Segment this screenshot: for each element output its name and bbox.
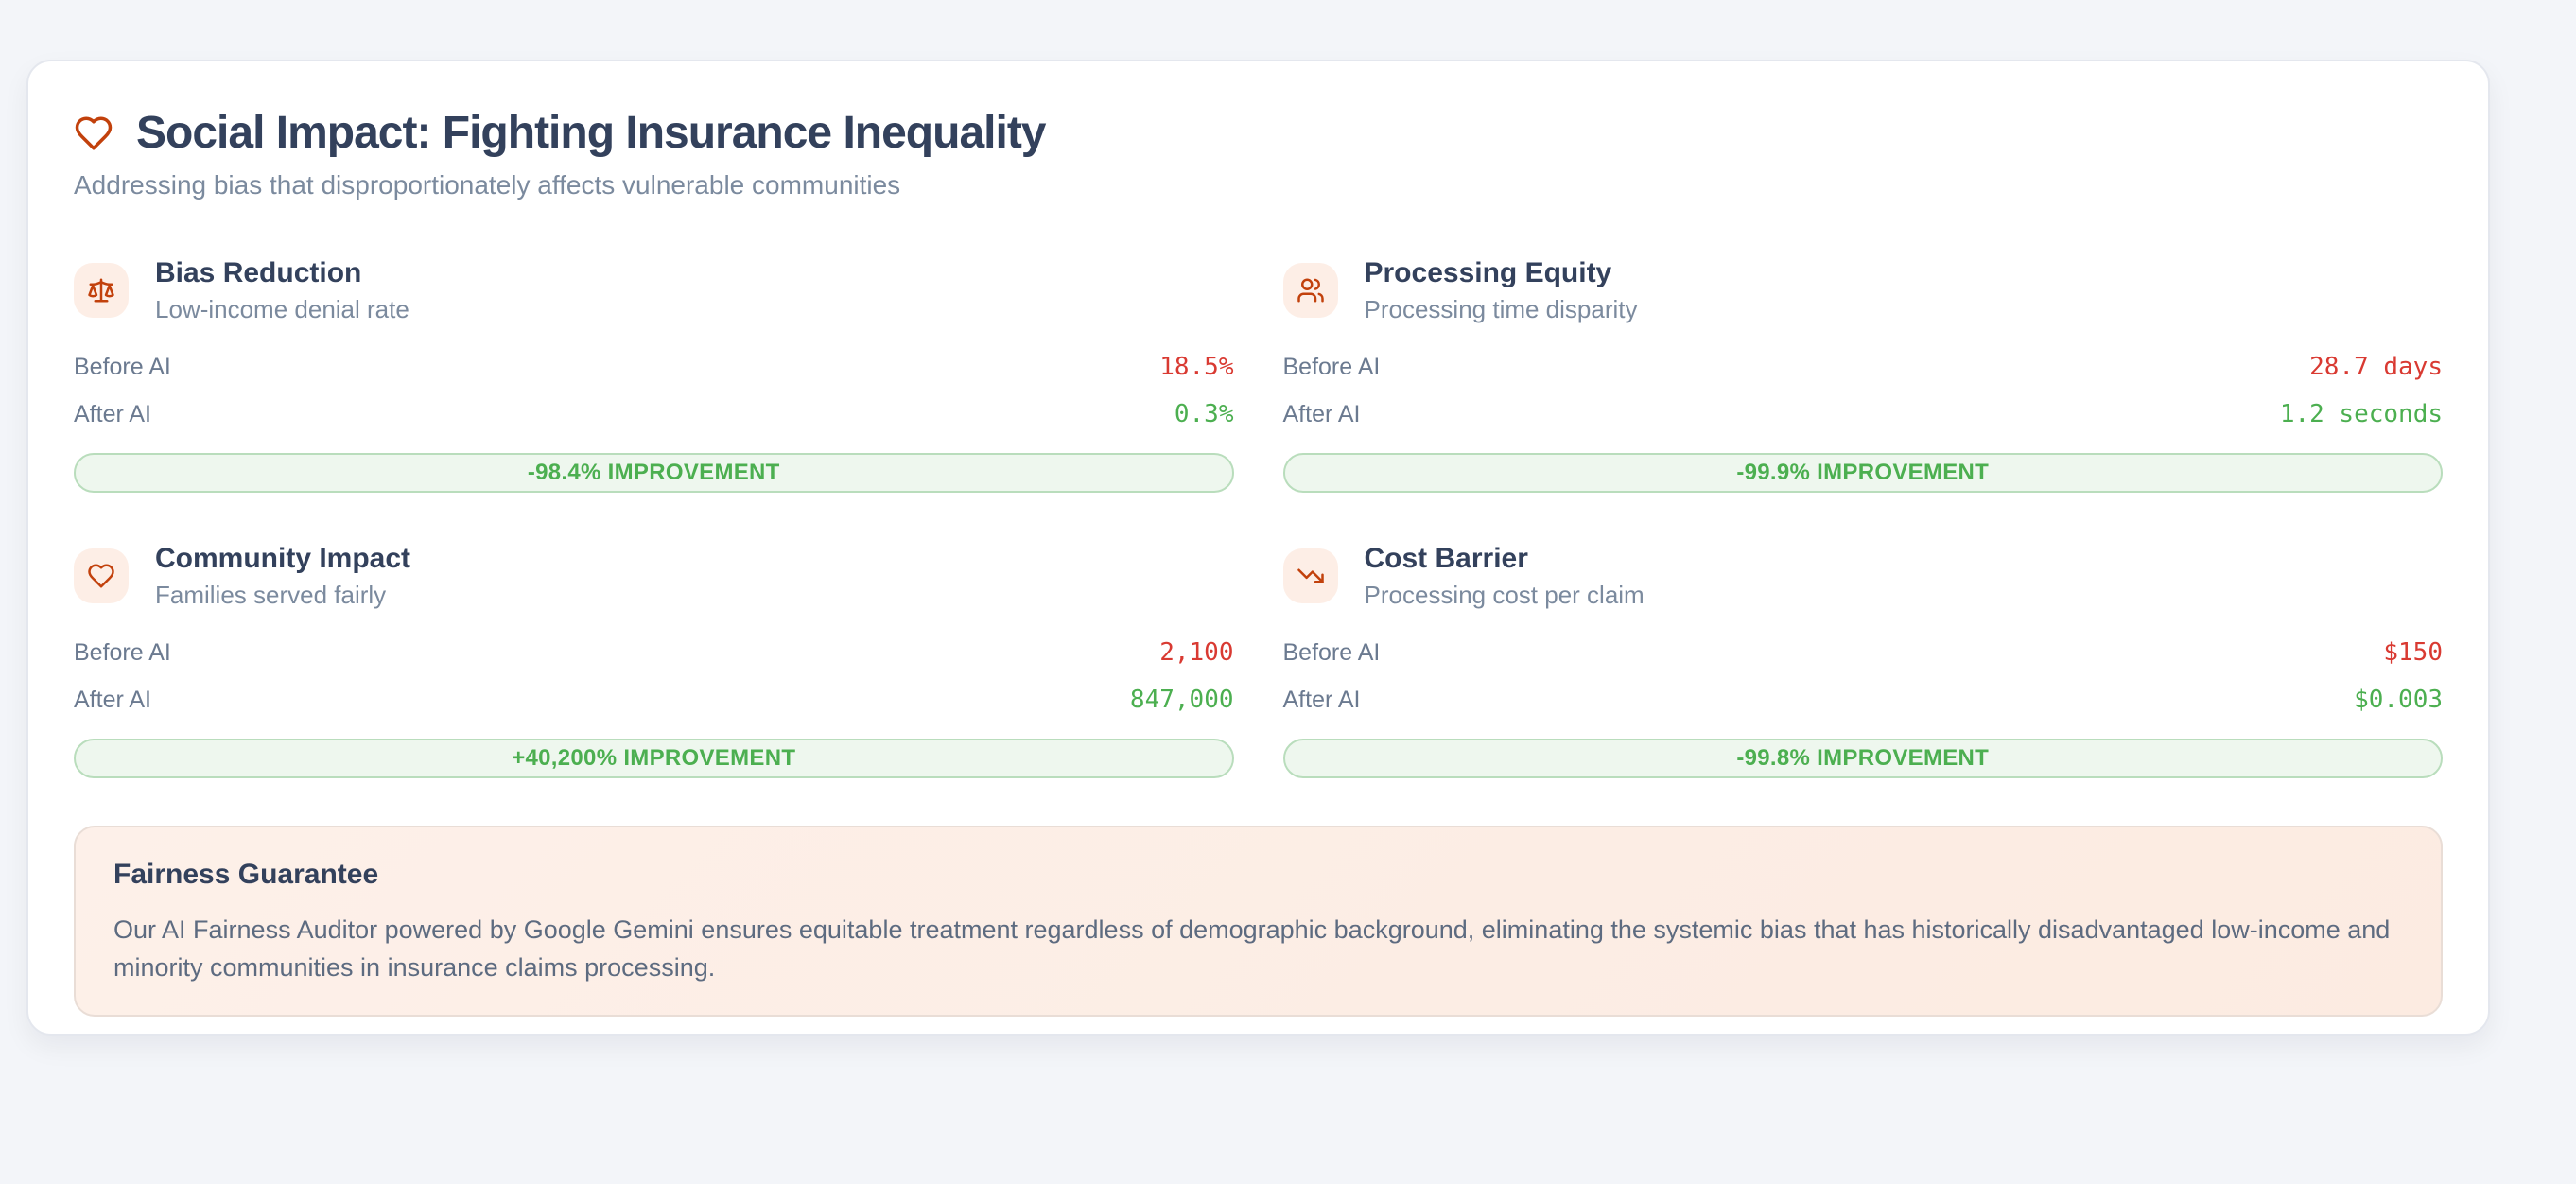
- metric-head: Processing Equity Processing time dispar…: [1282, 256, 2444, 324]
- before-ai-row: Before AI 18.5%: [74, 353, 1234, 381]
- before-ai-label: Before AI: [1282, 353, 1381, 380]
- metric-title: Cost Barrier: [1364, 543, 1528, 574]
- trending-down-icon: [1297, 568, 1324, 583]
- metric-head: Community Impact Families served fairly: [74, 542, 1234, 610]
- heart-icon: [75, 116, 113, 150]
- page-header: Social Impact: Fighting Insurance Inequa…: [74, 107, 2443, 160]
- metric-title: Processing Equity: [1364, 257, 1612, 288]
- metric-card-bias-reduction: Bias Reduction Low-income denial rate Be…: [74, 256, 1234, 493]
- improvement-badge: -98.4% IMPROVEMENT: [74, 453, 1234, 493]
- after-ai-row: After AI 1.2 seconds: [1283, 400, 2444, 428]
- metric-subtitle: Families served fairly: [155, 581, 387, 609]
- users-icon: [1297, 278, 1324, 303]
- metric-head: Cost Barrier Processing cost per claim: [1282, 542, 2444, 610]
- after-ai-value: 0.3%: [1174, 400, 1234, 428]
- metric-card-processing-equity: Processing Equity Processing time dispar…: [1282, 256, 2444, 493]
- metric-head: Bias Reduction Low-income denial rate: [74, 256, 1234, 324]
- social-impact-card: Social Impact: Fighting Insurance Inequa…: [26, 60, 2490, 1036]
- metric-title: Bias Reduction: [155, 257, 362, 288]
- icon-chip: [1282, 263, 1338, 318]
- metric-titles: Bias Reduction Low-income denial rate: [155, 256, 409, 324]
- metric-titles: Community Impact Families served fairly: [155, 542, 410, 610]
- metric-card-community-impact: Community Impact Families served fairly …: [74, 542, 1234, 778]
- page-title: Social Impact: Fighting Insurance Inequa…: [136, 108, 1046, 158]
- before-ai-value: 28.7 days: [2309, 353, 2443, 381]
- improvement-badge: +40,200% IMPROVEMENT: [74, 739, 1234, 778]
- metric-subtitle: Processing time disparity: [1364, 295, 1638, 323]
- before-ai-row: Before AI $150: [1283, 638, 2444, 667]
- after-ai-row: After AI 0.3%: [74, 400, 1234, 428]
- improvement-badge: -99.8% IMPROVEMENT: [1282, 739, 2443, 778]
- metric-titles: Processing Equity Processing time dispar…: [1365, 256, 1638, 324]
- scale-icon: [88, 278, 114, 303]
- page-subtitle: Addressing bias that disproportionately …: [74, 170, 901, 200]
- fairness-guarantee-panel: Fairness Guarantee Our AI Fairness Audit…: [74, 826, 2443, 1017]
- after-ai-label: After AI: [74, 400, 151, 427]
- after-ai-row: After AI 847,000: [74, 686, 1234, 714]
- after-ai-value: $0.003: [2354, 686, 2443, 714]
- after-ai-value: 1.2 seconds: [2279, 400, 2443, 428]
- metric-rows: Before AI 28.7 days After AI 1.2 seconds: [1283, 353, 2444, 428]
- icon-chip: [1282, 548, 1338, 603]
- metric-rows: Before AI 2,100 After AI 847,000: [74, 638, 1234, 714]
- metric-rows: Before AI $150 After AI $0.003: [1283, 638, 2444, 714]
- after-ai-label: After AI: [74, 686, 151, 713]
- fairness-body: Our AI Fairness Auditor powered by Googl…: [113, 915, 2391, 982]
- metric-subtitle: Processing cost per claim: [1364, 581, 1645, 609]
- before-ai-value: 2,100: [1159, 638, 1234, 667]
- heart-icon: [88, 564, 114, 588]
- after-ai-row: After AI $0.003: [1283, 686, 2444, 714]
- before-ai-row: Before AI 28.7 days: [1283, 353, 2444, 381]
- after-ai-label: After AI: [1282, 686, 1361, 713]
- metric-titles: Cost Barrier Processing cost per claim: [1365, 542, 1645, 610]
- metrics-grid: Bias Reduction Low-income denial rate Be…: [74, 256, 2443, 778]
- before-ai-value: 18.5%: [1159, 353, 1234, 381]
- icon-chip: [74, 263, 129, 318]
- metric-title: Community Impact: [155, 543, 411, 574]
- after-ai-label: After AI: [1282, 400, 1361, 427]
- after-ai-value: 847,000: [1129, 686, 1234, 714]
- before-ai-label: Before AI: [74, 638, 171, 666]
- icon-chip: [74, 548, 129, 603]
- metric-card-cost-barrier: Cost Barrier Processing cost per claim B…: [1282, 542, 2444, 778]
- metric-subtitle: Low-income denial rate: [155, 295, 409, 323]
- before-ai-label: Before AI: [1282, 638, 1381, 666]
- before-ai-row: Before AI 2,100: [74, 638, 1234, 667]
- metric-rows: Before AI 18.5% After AI 0.3%: [74, 353, 1234, 428]
- before-ai-value: $150: [2383, 638, 2443, 667]
- before-ai-label: Before AI: [74, 353, 171, 380]
- improvement-badge: -99.9% IMPROVEMENT: [1282, 453, 2443, 493]
- fairness-title: Fairness Guarantee: [113, 859, 379, 890]
